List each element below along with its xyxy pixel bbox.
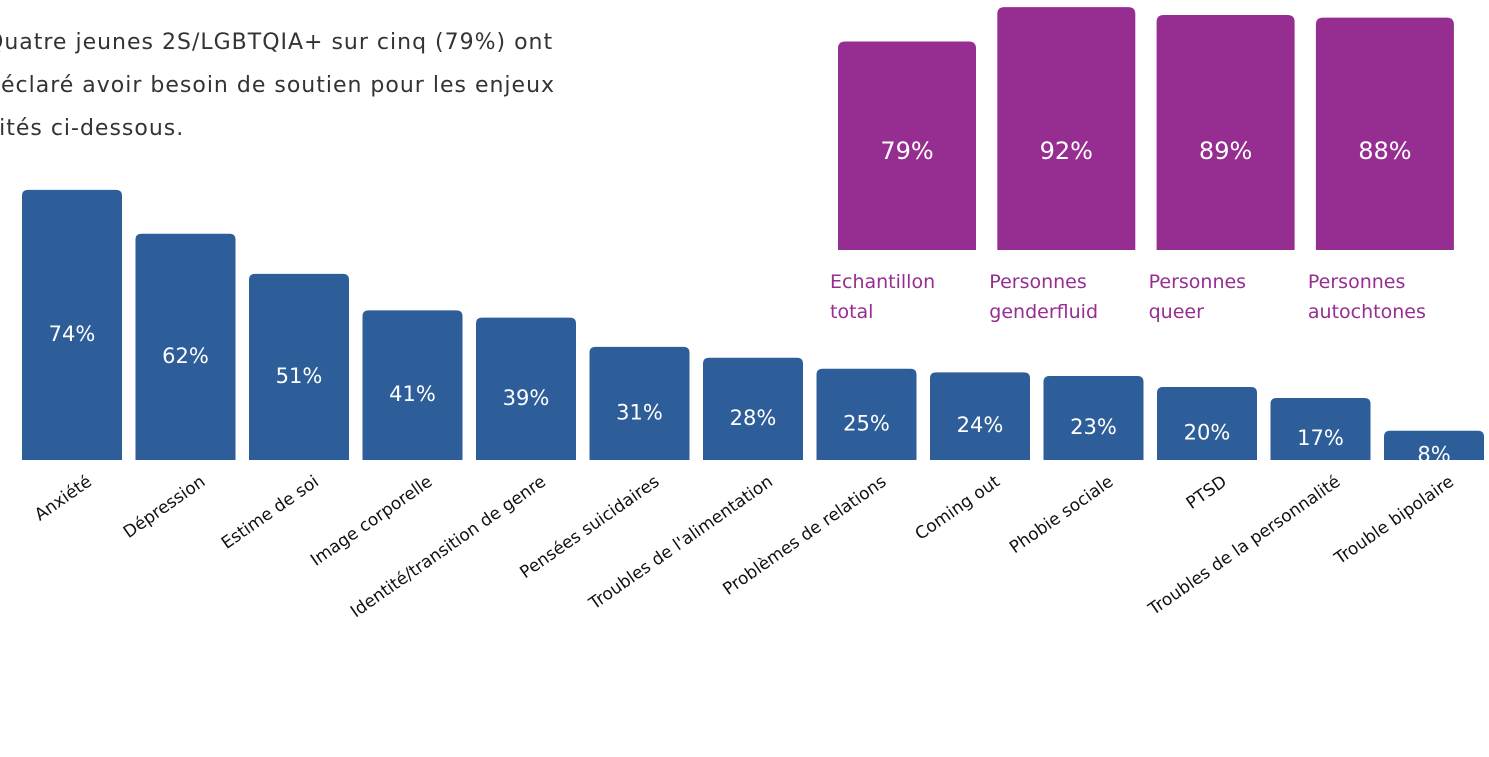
category-label-line: queer [1149, 301, 1204, 323]
value-label: 51% [276, 364, 323, 388]
category-label: Personnes queer [1149, 271, 1246, 323]
intro-line: cités ci-dessous. [0, 116, 184, 141]
category-label-line: total [830, 301, 873, 323]
category-label: Estime de soi [218, 472, 323, 554]
category-label: Dépression [120, 472, 209, 543]
bar [930, 372, 1030, 460]
bar [838, 41, 976, 250]
category-label: PTSD [1183, 472, 1231, 514]
bar [703, 357, 803, 460]
category-label-line: Personnes [989, 271, 1086, 293]
category-label: Personnes genderfluid [989, 271, 1098, 323]
value-label: 17% [1297, 426, 1344, 450]
value-label: 20% [1184, 421, 1231, 445]
value-label: 8% [1417, 442, 1450, 466]
category-label-line: Personnes [1149, 271, 1246, 293]
bar [1157, 387, 1257, 460]
category-label: Troubles de la personnalité [1144, 472, 1344, 620]
value-label: 31% [616, 400, 663, 424]
bar [476, 317, 576, 460]
bar [249, 273, 349, 460]
bar [816, 368, 917, 460]
value-label: 89% [1199, 137, 1252, 165]
category-label: Coming out [912, 472, 1004, 545]
category-label-line: Personnes [1308, 271, 1405, 293]
bar [135, 233, 236, 460]
bar [1156, 15, 1295, 251]
bar [22, 189, 122, 460]
category-label: Personnes autochtones [1308, 271, 1426, 323]
value-label: 25% [843, 411, 890, 435]
value-label: 23% [1070, 415, 1117, 439]
category-label-line: Echantillon [830, 271, 935, 293]
value-label: 79% [880, 137, 933, 165]
value-label: 28% [730, 406, 777, 430]
bar [1043, 376, 1144, 460]
value-label: 39% [503, 386, 550, 410]
category-label-line: genderfluid [989, 301, 1098, 323]
category-label-line: autochtones [1308, 301, 1426, 323]
category-label: Identité/transition de genre [347, 472, 550, 622]
intro-line: déclaré avoir besoin de soutien pour les… [0, 73, 555, 98]
value-label: 88% [1358, 137, 1411, 165]
category-label: Phobie sociale [1006, 472, 1117, 558]
value-label: 62% [162, 344, 209, 368]
category-label: Echantillon total [830, 271, 935, 323]
category-label: Troubles de l'alimentation [585, 472, 777, 615]
bar [589, 346, 690, 460]
value-label: 74% [49, 322, 96, 346]
intro-line: Quatre jeunes 2S/LGBTQIA+ sur cinq (79%)… [0, 30, 553, 55]
bar [1270, 397, 1371, 460]
category-label: Trouble bipolaire [1330, 472, 1458, 570]
value-label: 24% [957, 413, 1004, 437]
bar [1315, 17, 1454, 251]
bar [1384, 430, 1484, 460]
value-label: 92% [1040, 137, 1093, 165]
bar [362, 310, 463, 460]
intro-text: Quatre jeunes 2S/LGBTQIA+ sur cinq (79%)… [0, 30, 555, 141]
bar [997, 7, 1136, 251]
value-label: 41% [389, 382, 436, 406]
category-label: Anxiété [31, 472, 96, 526]
